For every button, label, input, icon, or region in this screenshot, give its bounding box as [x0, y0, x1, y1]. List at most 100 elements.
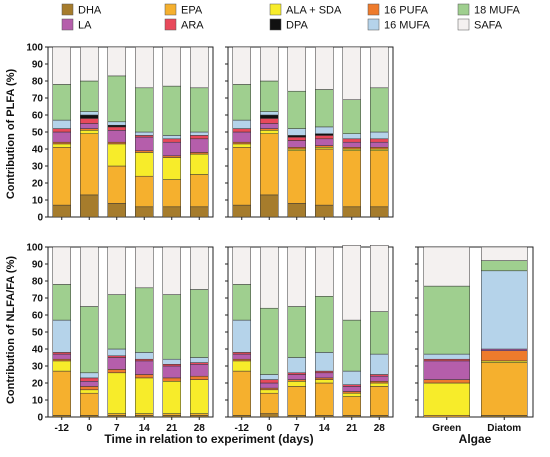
bar-segment-16-mufa-7 [287, 357, 306, 374]
bar-segment-18-mufa-green [423, 285, 470, 355]
bar-segment-16-pufa-14 [315, 377, 334, 380]
bar-segment-18-mufa-28 [370, 87, 389, 133]
bar-segment-ala-sda-28 [370, 382, 389, 387]
bar-segment-la-7 [287, 374, 306, 380]
bar-segment-epa-28 [190, 413, 209, 416]
bar-segment-ala-sda-7 [107, 143, 126, 167]
y-tick-label: 60 [32, 311, 44, 322]
bar-segment-ala-sda-green [423, 382, 470, 416]
bar-segment-ara-0 [80, 377, 99, 382]
y-tick-label: 70 [32, 94, 44, 105]
bar-segment-la-0 [80, 381, 99, 387]
bar-28 [370, 245, 389, 418]
bar-12 [232, 46, 251, 218]
bar-segment-ala-sda-28 [370, 148, 389, 151]
bar-segment-ala-sda-28 [190, 153, 209, 175]
bar-segment-16-pufa-14 [135, 374, 154, 379]
bar-segment-18-mufa-21 [162, 85, 181, 136]
bar-segment-dha-7 [107, 415, 126, 418]
y-tick-label: 20 [32, 379, 44, 390]
bar-segment-la-7 [107, 130, 126, 143]
bar-segment-epa-12 [232, 370, 251, 416]
bar-7 [107, 246, 126, 418]
legend-swatch-ara [164, 18, 177, 31]
bar-segment-dha-21 [342, 206, 361, 218]
x-tick-label: Green [432, 423, 461, 434]
bar-segment-epa-28 [370, 150, 389, 208]
y-tick-label: 80 [32, 277, 44, 288]
bar-segment-18-mufa-7 [287, 306, 306, 358]
bar-segment-epa-7 [287, 150, 306, 204]
bar-segment-16-mufa-21 [162, 358, 181, 365]
bar-segment-ala-sda-21 [162, 157, 181, 180]
bar-segment-ara-21 [162, 364, 181, 367]
bar-segment-safa-14 [315, 246, 334, 297]
bar-segment-ara-21 [342, 384, 361, 387]
y-tick-label: 30 [32, 162, 44, 173]
x-tick-label: 0 [86, 423, 92, 434]
bar-segment-ala-sda-14 [315, 379, 334, 384]
bar-segment-dha-14 [135, 206, 154, 218]
bar-21 [162, 46, 181, 218]
bar-segment-16-mufa-14 [315, 352, 334, 372]
bar-diatom [481, 246, 528, 418]
bar-segment-16-pufa-12 [52, 141, 71, 145]
bar-segment-16-mufa-0 [260, 111, 279, 116]
bar-segment-dpa-7 [287, 135, 306, 138]
bar-segment-16-pufa-0 [260, 387, 279, 391]
bar-12 [232, 246, 251, 418]
bar-segment-la-7 [287, 140, 306, 148]
bar-segment-ala-sda-diatom [481, 360, 528, 363]
bar-7 [287, 246, 306, 418]
legend: DHA EPA ALA + SDA 16 PUFA 18 MUFA LA ARA DPA 16 … [61, 3, 521, 32]
bar-segment-ala-sda-0 [80, 130, 99, 134]
y-axis-label-nlfa: Contribution of NLFA/FA (%) [5, 256, 17, 404]
bar-segment-ara-14 [315, 135, 334, 140]
bar-segment-16-mufa-diatom [481, 270, 528, 350]
bar-segment-safa-21 [342, 46, 361, 100]
bar-14 [315, 46, 334, 218]
bar-segment-safa-28 [190, 246, 209, 290]
bar-segment-epa-12 [52, 147, 71, 206]
bar-segment-epa-28 [190, 174, 209, 208]
bar-segment-ala-sda-12 [232, 360, 251, 372]
bar-segment-epa-14 [315, 148, 334, 206]
x-tick-label: -12 [55, 423, 70, 434]
bar-segment-epa-green [423, 415, 470, 418]
bar-segment-16-mufa-28 [370, 353, 389, 375]
bar-0 [260, 46, 279, 218]
bar-segment-dpa-7 [107, 124, 126, 128]
bar-segment-16-mufa-7 [287, 128, 306, 136]
legend-label-pufa16: 16 PUFA [384, 5, 429, 17]
legend-swatch-dha [61, 3, 74, 16]
bar-segment-epa-0 [80, 133, 99, 196]
bar-segment-18-mufa-21 [342, 319, 361, 372]
bar-segment-la-14 [315, 372, 334, 379]
legend-label-dpa: DPA [286, 20, 308, 32]
x-tick-label: 7 [114, 423, 120, 434]
bar-segment-dpa-0 [260, 114, 279, 119]
bar-segment-la-14 [135, 360, 154, 375]
bar-segment-safa-0 [80, 246, 99, 307]
bar-segment-16-mufa-0 [80, 372, 99, 379]
bar-segment-16-pufa-green [423, 379, 470, 384]
bar-segment-16-pufa-12 [232, 141, 251, 145]
bar-segment-16-mufa-12 [52, 319, 71, 353]
legend-label-ara: ARA [181, 20, 204, 32]
bar-segment-safa-0 [260, 46, 279, 82]
x-tick-label: 7 [294, 423, 300, 434]
bar-segment-la-28 [190, 364, 209, 377]
bar-segment-ara-12 [232, 352, 251, 355]
bar-segment-dha-14 [135, 415, 154, 418]
bar-segment-dha-7 [287, 415, 306, 418]
bar-segment-16-mufa-12 [232, 319, 251, 353]
bar-green [423, 246, 470, 418]
bar-segment-16-mufa-12 [232, 119, 251, 129]
bar-segment-la-21 [342, 386, 361, 392]
y-tick-label: 50 [32, 128, 44, 139]
bar-segment-dha-12 [232, 204, 251, 218]
bar-segment-ala-sda-0 [260, 389, 279, 394]
bar-segment-la-diatom [481, 348, 528, 351]
bar-segment-18-mufa-0 [260, 307, 279, 375]
bar-segment-dha-28 [370, 206, 389, 218]
